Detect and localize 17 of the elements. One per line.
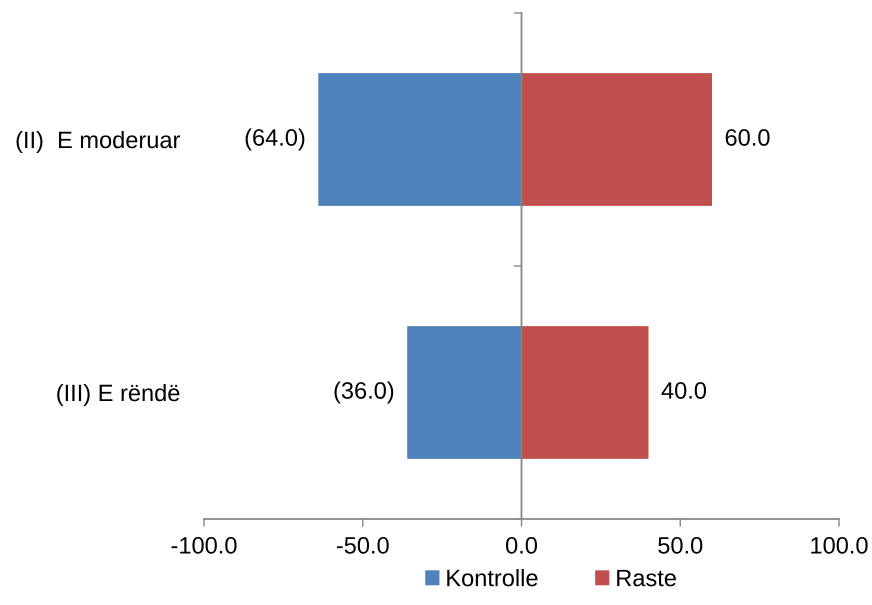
x-tick-label: 0.0 xyxy=(506,536,537,554)
x-tick-label: -50.0 xyxy=(336,536,389,554)
legend-label: Kontrolle xyxy=(447,569,538,586)
bar xyxy=(522,326,648,459)
data-label: 40.0 xyxy=(662,382,706,399)
bar xyxy=(407,326,522,459)
data-label: (36.0) xyxy=(334,381,394,404)
data-label: (64.0) xyxy=(246,128,304,150)
x-tick-label: 100.0 xyxy=(811,536,868,554)
bar xyxy=(522,73,712,206)
data-label: 60.0 xyxy=(726,129,770,146)
y-tick-label: (III) E rëndë xyxy=(57,384,180,406)
x-tick-label: 50.0 xyxy=(658,536,702,554)
legend-label: Raste xyxy=(617,570,676,586)
y-tick-label: (II) E moderuar xyxy=(16,130,180,153)
x-tick-label: -100.0 xyxy=(172,536,237,554)
bar xyxy=(318,73,522,206)
